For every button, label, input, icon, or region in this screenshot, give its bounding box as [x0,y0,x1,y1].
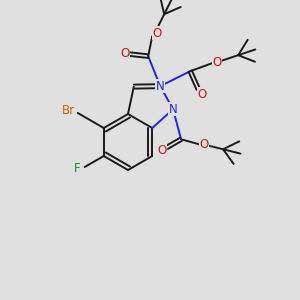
Text: O: O [153,27,162,40]
Text: N: N [169,103,177,116]
Text: O: O [213,56,222,69]
Text: N: N [156,80,165,93]
Text: F: F [74,161,81,175]
Text: O: O [121,47,130,60]
Text: Br: Br [61,104,75,118]
Text: O: O [200,138,209,151]
Text: O: O [158,144,167,157]
Text: O: O [198,88,207,101]
